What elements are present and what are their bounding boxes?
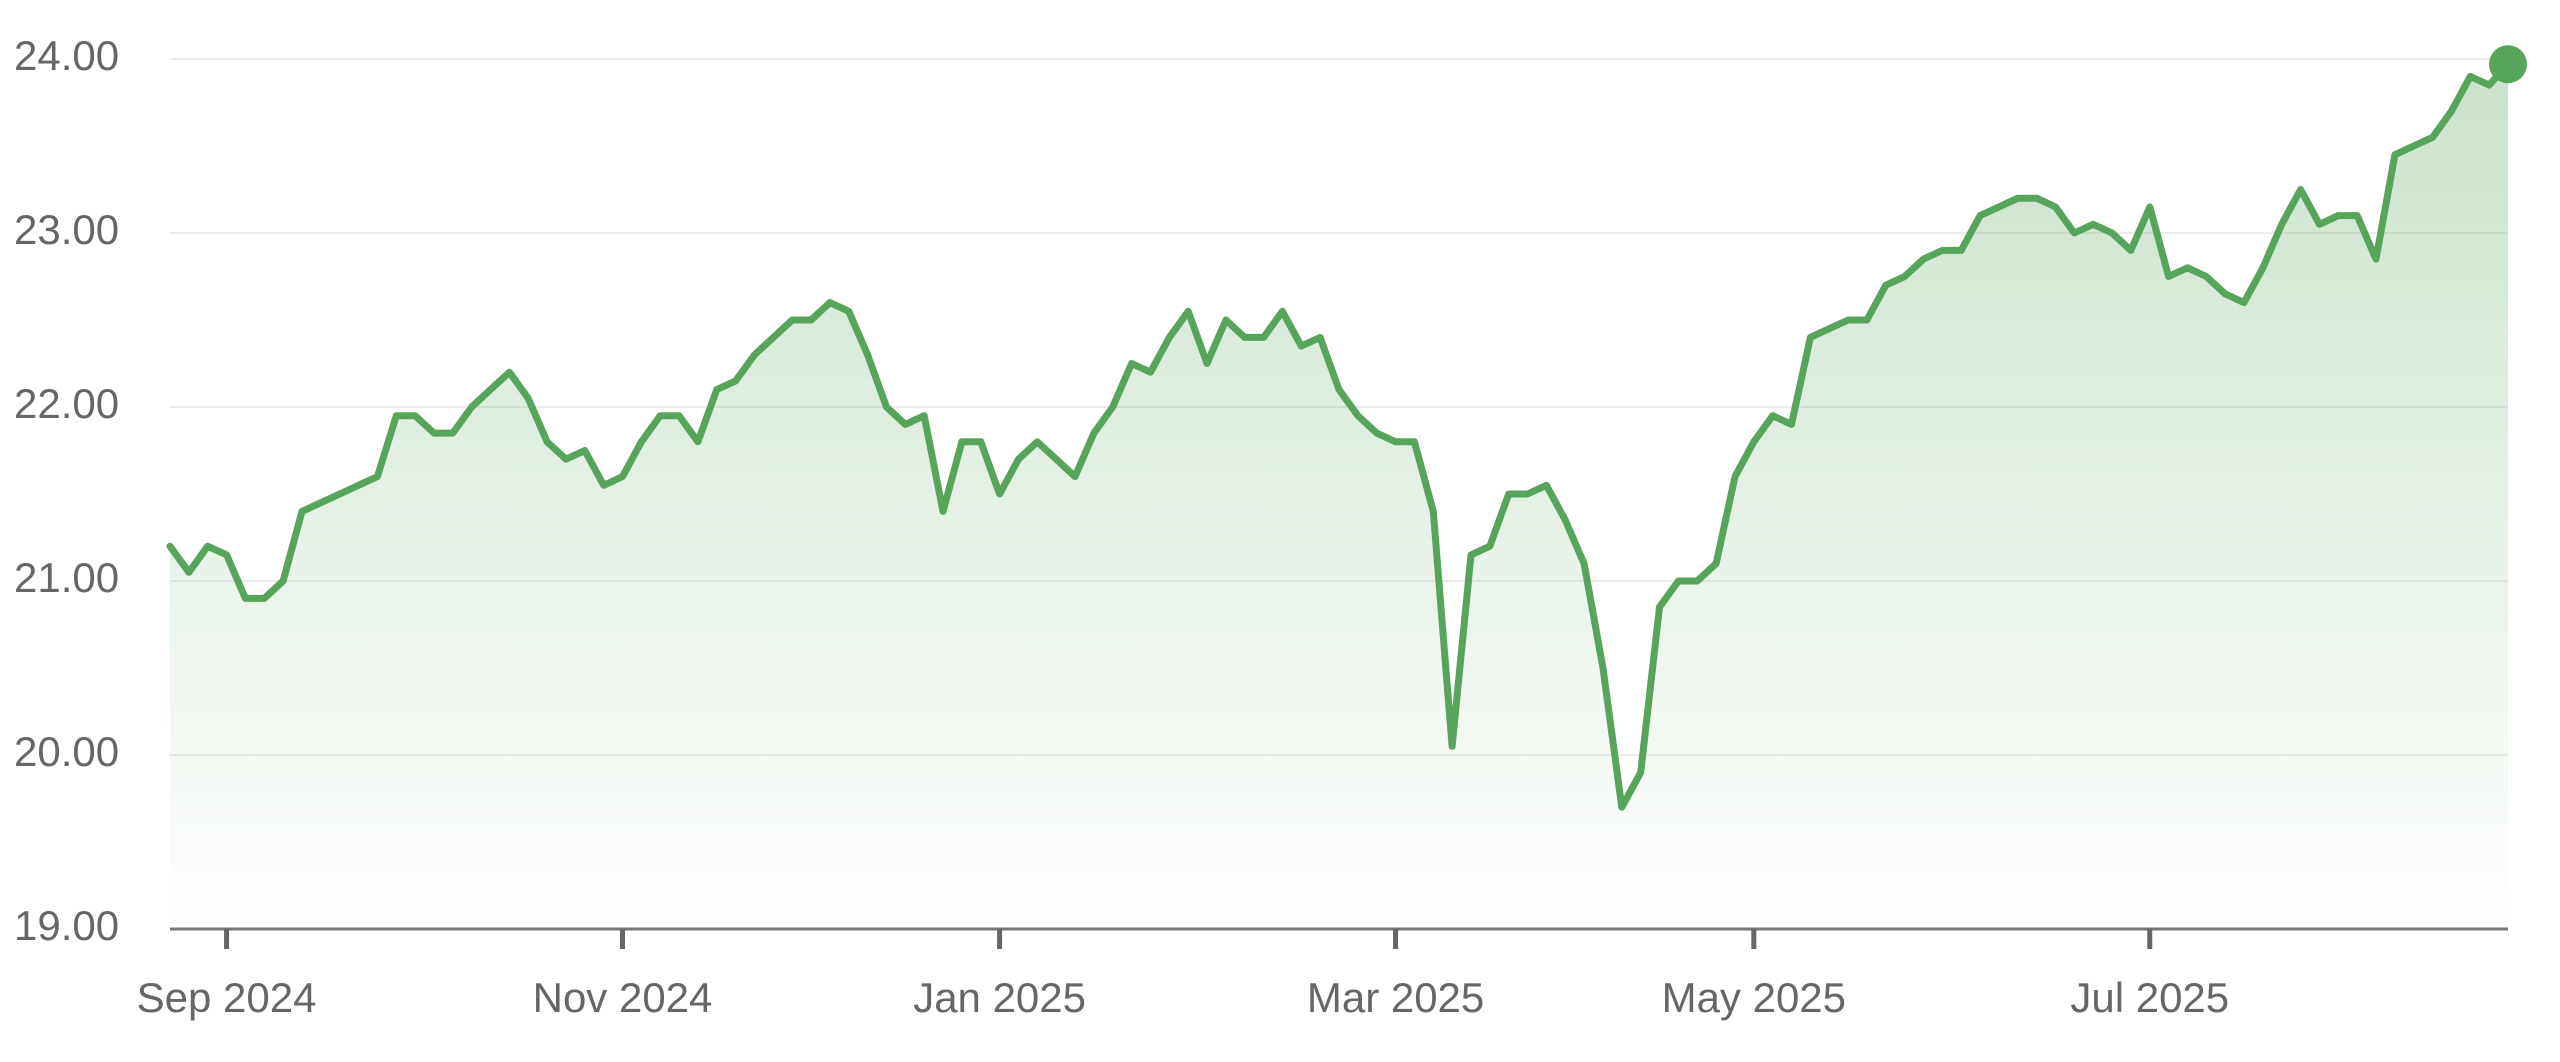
y-tick-label: 20.00 [14,728,119,775]
y-tick-label: 24.00 [14,32,119,79]
last-point [2489,45,2527,84]
area [170,64,2508,929]
x-tick-label: May 2025 [1662,974,1846,1021]
y-tick-label: 22.00 [14,380,119,427]
x-tick-label: Nov 2024 [533,974,713,1021]
y-tick-label: 21.00 [14,554,119,601]
x-tick-label: Jan 2025 [913,974,1086,1021]
line [166,60,2512,811]
x-tick-label: Jul 2025 [2070,974,2229,1021]
x-tick-label: Sep 2024 [137,974,317,1021]
x-tick-label: Mar 2025 [1307,974,1484,1021]
y-tick-label: 23.00 [14,206,119,253]
y-tick-label: 19.00 [14,902,119,949]
